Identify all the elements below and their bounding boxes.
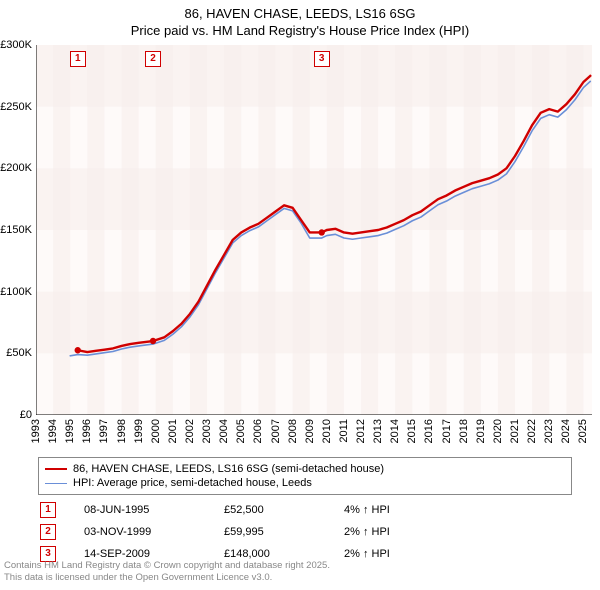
x-axis-label: 2024 [560, 419, 572, 443]
sale-marker-1: 1 [70, 51, 86, 67]
x-axis-label: 1993 [30, 419, 42, 443]
x-axis-label: 1997 [98, 419, 110, 443]
sales-table: 1 08-JUN-1995£52,5004% ↑ HPI 2 03-NOV-1999£… [38, 498, 464, 566]
x-axis-label: 2018 [458, 419, 470, 443]
x-axis-label: 2008 [287, 419, 299, 443]
x-axis-label: 2004 [218, 419, 230, 443]
x-axis-label: 1999 [133, 419, 145, 443]
x-axis-label: 1994 [47, 419, 59, 443]
x-axis-label: 2006 [252, 419, 264, 443]
sale-date: 03-NOV-1999 [84, 522, 222, 542]
sale-vs-hpi: 2% ↑ HPI [344, 544, 462, 564]
x-axis-label: 2000 [150, 419, 162, 443]
chart-subtitle: Price paid vs. HM Land Registry's House … [0, 21, 600, 38]
legend-item-hpi: HPI: Average price, semi-detached house,… [45, 476, 565, 490]
sale-marker-icon: 1 [40, 502, 56, 518]
x-axis-label: 2020 [492, 419, 504, 443]
sale-price: £59,995 [224, 522, 342, 542]
sale-date: 08-JUN-1995 [84, 500, 222, 520]
sale-marker-3: 3 [314, 51, 330, 67]
y-axis-label: £50K [6, 347, 32, 359]
y-axis-label: £150K [0, 224, 32, 236]
x-axis-label: 2003 [201, 419, 213, 443]
x-axis-label: 2013 [372, 419, 384, 443]
x-axis-label: 2009 [304, 419, 316, 443]
x-axis-label: 2017 [441, 419, 453, 443]
footer-attribution: Contains HM Land Registry data © Crown c… [4, 560, 330, 584]
y-axis-label: £250K [0, 101, 32, 113]
footer-line-2: This data is licensed under the Open Gov… [4, 572, 330, 584]
sale-marker-icon: 2 [40, 524, 56, 540]
x-axis-label: 2010 [321, 419, 333, 443]
chart-title: 86, HAVEN CHASE, LEEDS, LS16 6SG [0, 0, 600, 21]
sale-vs-hpi: 2% ↑ HPI [344, 522, 462, 542]
y-axis-label: £300K [0, 39, 32, 51]
chart-area: £0£50K£100K£150K£200K£250K£300K 19931994… [36, 45, 592, 415]
x-axis-label: 2012 [355, 419, 367, 443]
x-axis-label: 2001 [167, 419, 179, 443]
x-axis-label: 2021 [509, 419, 521, 443]
sale-marker-2: 2 [145, 51, 161, 67]
legend-swatch-red [45, 468, 67, 470]
y-axis-label: £100K [0, 286, 32, 298]
legend-item-property: 86, HAVEN CHASE, LEEDS, LS16 6SG (semi-d… [45, 462, 565, 476]
x-axis-label: 2023 [543, 419, 555, 443]
chart-svg [36, 45, 592, 415]
x-axis-label: 2019 [475, 419, 487, 443]
legend-label-property: 86, HAVEN CHASE, LEEDS, LS16 6SG (semi-d… [73, 463, 384, 475]
x-axis-label: 2022 [526, 419, 538, 443]
x-axis-label: 2011 [338, 419, 350, 443]
legend-label-hpi: HPI: Average price, semi-detached house,… [73, 477, 312, 489]
legend: 86, HAVEN CHASE, LEEDS, LS16 6SG (semi-d… [38, 457, 572, 495]
x-axis-label: 2007 [270, 419, 282, 443]
footer-line-1: Contains HM Land Registry data © Crown c… [4, 560, 330, 572]
sale-price: £52,500 [224, 500, 342, 520]
x-axis-label: 2014 [389, 419, 401, 443]
x-axis-label: 2016 [423, 419, 435, 443]
x-axis-label: 2025 [577, 419, 589, 443]
x-axis-label: 2005 [235, 419, 247, 443]
chart-container: 86, HAVEN CHASE, LEEDS, LS16 6SG Price p… [0, 0, 600, 590]
sale-vs-hpi: 4% ↑ HPI [344, 500, 462, 520]
table-row: 1 08-JUN-1995£52,5004% ↑ HPI [40, 500, 462, 520]
x-axis-label: 2002 [184, 419, 196, 443]
y-axis-label: £200K [0, 162, 32, 174]
x-axis-label: 1998 [116, 419, 128, 443]
table-row: 2 03-NOV-1999£59,9952% ↑ HPI [40, 522, 462, 542]
legend-swatch-blue [45, 483, 67, 484]
x-axis-label: 1995 [64, 419, 76, 443]
x-axis-label: 2015 [406, 419, 418, 443]
x-axis-label: 1996 [81, 419, 93, 443]
